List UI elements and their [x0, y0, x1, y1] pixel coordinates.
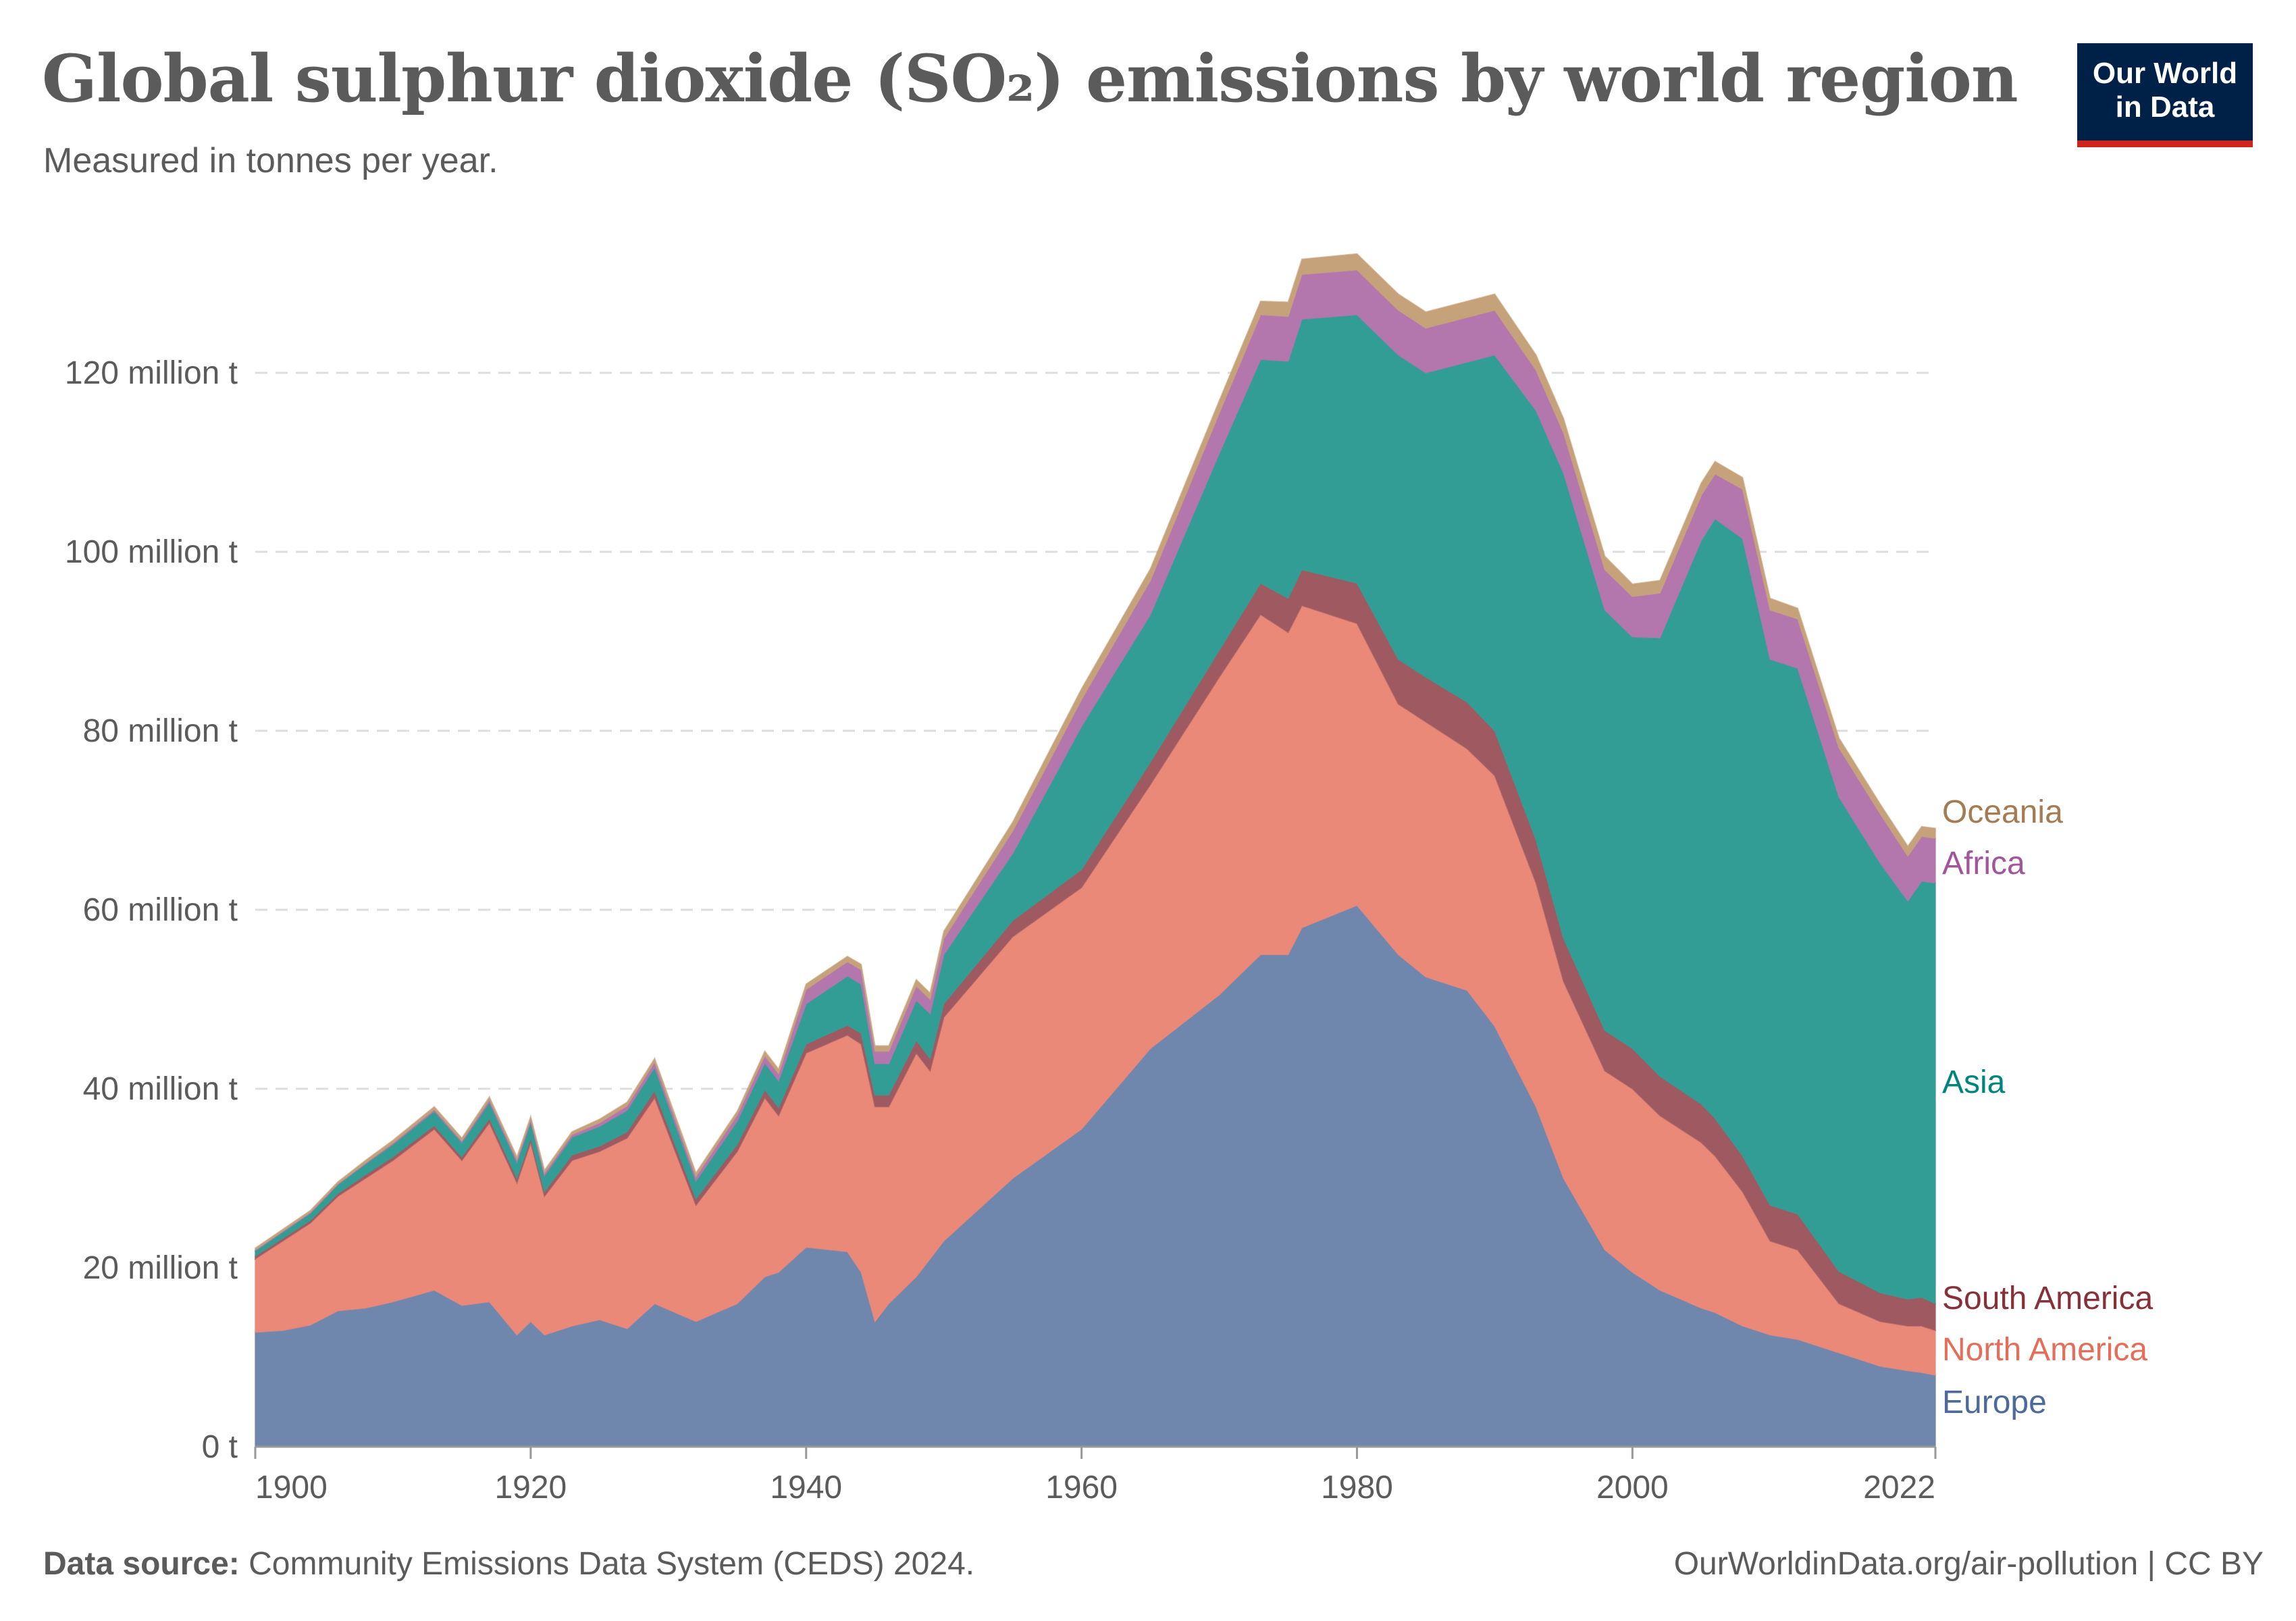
separator: |	[2147, 1546, 2165, 1582]
legend-label-europe[interactable]: Europe	[1942, 1385, 2047, 1420]
y-axis-labels: 0 t 20 million t 40 million t 60 million t 8…	[65, 355, 238, 1465]
x-tick-label: 1900	[255, 1470, 328, 1506]
logo-line-2: in Data	[2115, 91, 2215, 124]
source-text: Community Emissions Data System (CEDS) 2…	[249, 1546, 975, 1582]
logo-line-1: Our World	[2092, 57, 2238, 90]
y-tick-label: 120 million t	[65, 355, 238, 391]
y-tick-label: 40 million t	[83, 1071, 238, 1107]
area-series	[255, 253, 1936, 1447]
legend-label-africa[interactable]: Africa	[1942, 846, 2025, 881]
legend-label-south-america[interactable]: South America	[1942, 1281, 2153, 1316]
source-url-link[interactable]: OurWorldinData.org/air-pollution	[1673, 1546, 2139, 1582]
x-tick-label: 1940	[770, 1470, 842, 1506]
license: CC BY	[2164, 1546, 2264, 1582]
y-tick-label: 100 million t	[65, 534, 238, 570]
chart-subtitle: Measured in tonnes per year.	[43, 141, 498, 180]
footer-source: Data source: Community Emissions Data Sy…	[43, 1545, 974, 1583]
x-tick-label: 2022	[1863, 1470, 1935, 1506]
x-tick-label: 1960	[1045, 1470, 1118, 1506]
axes	[254, 1445, 1937, 1459]
owid-logo[interactable]: Our World in Data	[2077, 43, 2253, 147]
y-tick-label: 80 million t	[83, 713, 238, 749]
x-tick-label: 2000	[1596, 1470, 1669, 1506]
x-tick-label: 1920	[494, 1470, 567, 1506]
chart-title: Global sulphur dioxide (SO₂) emissions b…	[42, 41, 2018, 117]
x-axis-labels: 1900 1920 1940 1960 1980 2000 2022	[255, 1470, 1935, 1506]
source-label: Data source:	[43, 1546, 240, 1582]
area-oceania[interactable]	[255, 253, 1936, 1252]
y-tick-label: 60 million t	[83, 892, 238, 928]
legend-label-north-america[interactable]: North America	[1942, 1332, 2147, 1368]
x-tick-label: 1980	[1321, 1470, 1393, 1506]
legend: Oceania Africa Asia South America North Amer…	[1942, 794, 2153, 1420]
legend-label-oceania[interactable]: Oceania	[1942, 794, 2063, 830]
y-tick-label: 0 t	[202, 1429, 238, 1465]
legend-label-asia[interactable]: Asia	[1942, 1064, 2006, 1100]
footer-attribution: OurWorldinData.org/air-pollution | CC BY	[1674, 1545, 2264, 1583]
y-tick-label: 20 million t	[83, 1250, 238, 1286]
